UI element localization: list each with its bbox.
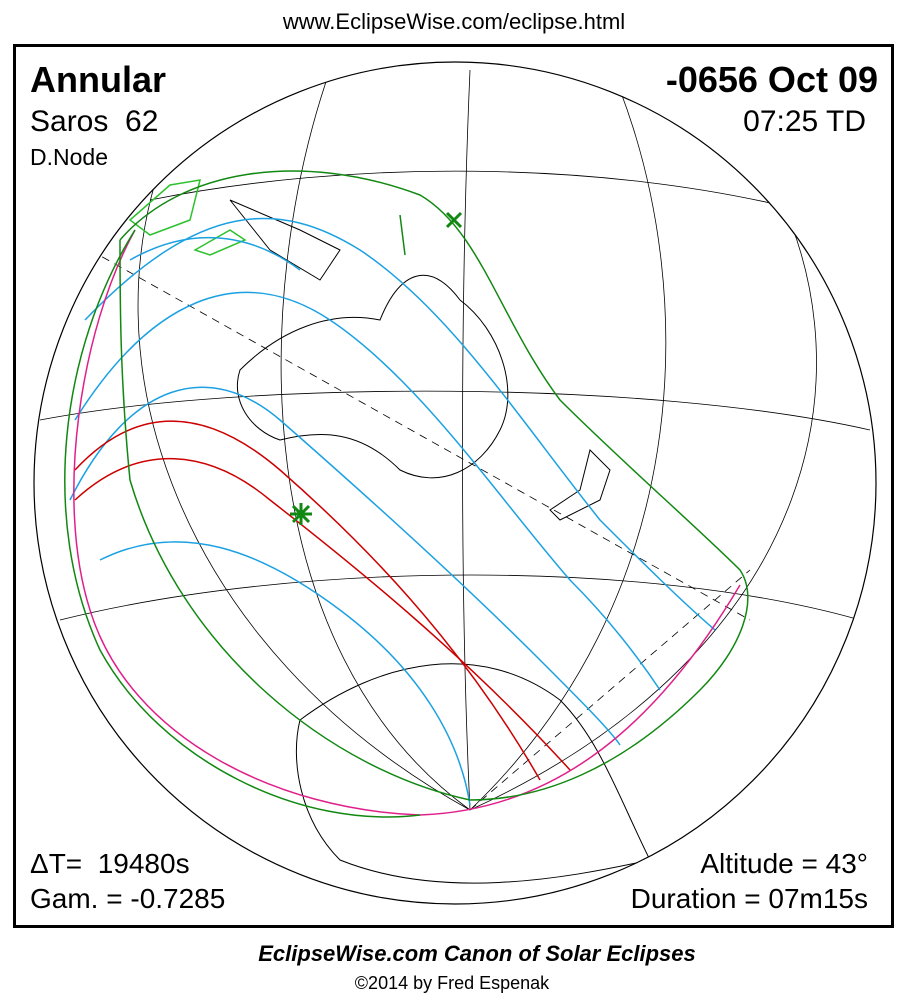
greatest-eclipse <box>290 503 312 525</box>
time: 07:25 TD <box>743 105 866 138</box>
duration: Duration = 07m15s <box>631 883 868 914</box>
delta-t: ΔT= 19480s <box>30 848 190 879</box>
eclipse-type: Annular <box>30 59 166 100</box>
date: -0656 Oct 09 <box>666 59 878 100</box>
url: www.EclipseWise.com/eclipse.html <box>282 9 625 34</box>
gamma: Gam. = -0.7285 <box>30 883 225 914</box>
central-path <box>74 420 571 781</box>
penumbra-limits <box>64 170 749 818</box>
land-sunlit <box>128 179 247 256</box>
credit: ©2014 by Fred Espenak <box>355 973 550 993</box>
penumbral-lines <box>69 217 716 806</box>
altitude: Altitude = 43° <box>700 848 868 879</box>
rise-set-curves <box>73 229 741 816</box>
globe-outline <box>33 61 877 905</box>
saros: Saros 62 <box>30 105 158 138</box>
footer-title: EclipseWise.com Canon of Solar Eclipses <box>258 941 696 966</box>
node: D.Node <box>30 144 108 170</box>
frame <box>13 44 894 928</box>
graticule <box>39 69 871 811</box>
globe <box>39 69 871 884</box>
sub-solar-point <box>445 211 463 229</box>
